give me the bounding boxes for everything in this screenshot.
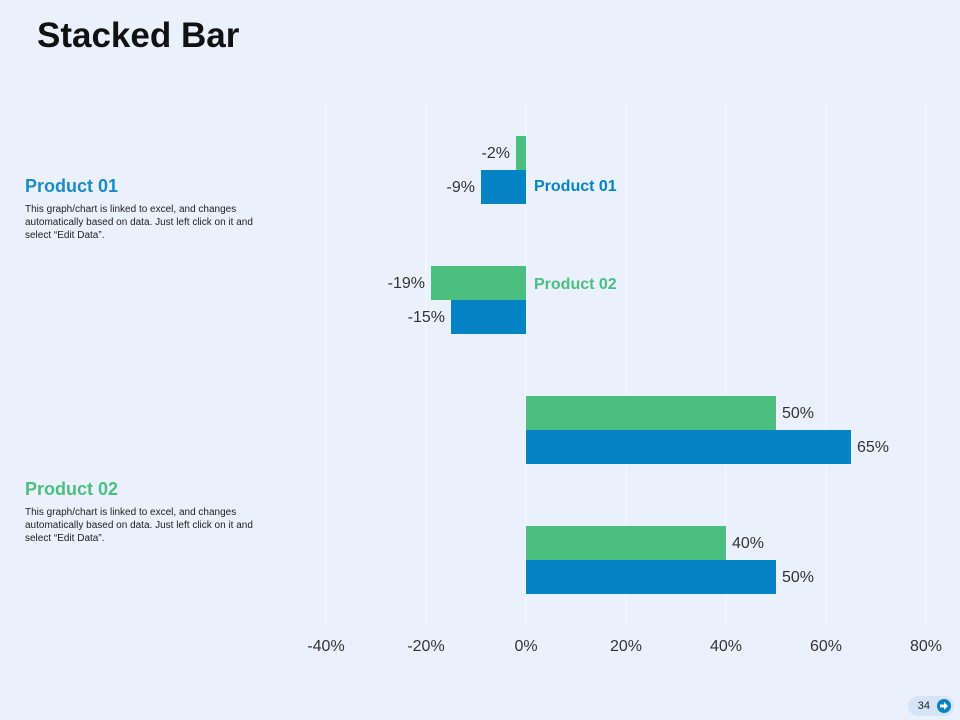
panel: Product 01 This graph/chart is linked to… xyxy=(25,176,263,242)
x-tick-label: 20% xyxy=(610,638,642,655)
bar xyxy=(526,526,726,560)
value-label: -15% xyxy=(408,309,445,326)
value-label: 65% xyxy=(857,439,889,456)
value-label: 40% xyxy=(732,535,764,552)
value-label: -19% xyxy=(388,275,425,292)
legend-label: Product 02 xyxy=(534,276,617,293)
panel-heading: Product 01 xyxy=(25,176,119,196)
next-icon xyxy=(937,699,951,713)
x-tick-label: -20% xyxy=(407,638,444,655)
x-tick-label: 80% xyxy=(910,638,942,655)
bar xyxy=(526,430,851,464)
x-tick-label: -40% xyxy=(307,638,344,655)
value-label: 50% xyxy=(782,569,814,586)
panel-text: This graph/chart is linked to excel, and… xyxy=(25,204,253,241)
bar xyxy=(516,136,526,170)
page-number[interactable]: 34 xyxy=(907,696,954,716)
x-tick-label: 40% xyxy=(710,638,742,655)
bar xyxy=(431,266,526,300)
value-label: -9% xyxy=(447,179,475,196)
panel-text: This graph/chart is linked to excel, and… xyxy=(25,507,253,544)
page-number-text: 34 xyxy=(917,700,930,712)
bar xyxy=(526,560,776,594)
x-tick-label: 60% xyxy=(810,638,842,655)
value-label: -2% xyxy=(482,145,510,162)
bar xyxy=(481,170,526,204)
panel-heading: Product 02 xyxy=(25,479,119,499)
value-label: 50% xyxy=(782,405,814,422)
legend-label: Product 01 xyxy=(534,178,617,195)
bar xyxy=(451,300,526,334)
x-tick-label: 0% xyxy=(514,638,537,655)
bar xyxy=(526,396,776,430)
slide-title: Stacked Bar xyxy=(37,16,240,55)
panel: Product 02 This graph/chart is linked to… xyxy=(25,479,263,545)
